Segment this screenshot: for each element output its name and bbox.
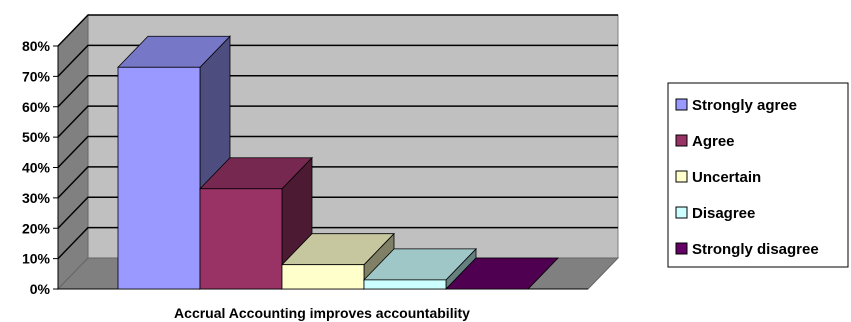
x-axis-label: Accrual Accounting improves accountabili…: [174, 305, 470, 321]
gridline: [57, 196, 618, 229]
legend-swatch: [675, 98, 688, 111]
legend-item: Uncertain: [675, 169, 761, 186]
gridline: [57, 44, 618, 77]
y-tick-label: 60%: [22, 99, 51, 115]
legend: Strongly agree Agree Uncertain Disagree Stro…: [667, 82, 849, 268]
gridline: [57, 166, 618, 199]
legend-swatch: [675, 134, 688, 147]
y-tick-label: 10%: [22, 251, 51, 267]
legend-label: Strongly disagree: [692, 241, 819, 258]
legend-item: Agree: [675, 133, 735, 150]
legend-swatch: [675, 170, 688, 183]
legend-label: Disagree: [692, 205, 755, 222]
bar-disagree: [363, 247, 477, 290]
legend-item: Strongly agree: [675, 97, 797, 114]
bar-front: [199, 188, 283, 290]
bar-top: [445, 257, 559, 290]
y-tick-label: 20%: [22, 220, 51, 236]
gridline: [57, 226, 618, 260]
legend-label: Agree: [692, 133, 735, 150]
gridline: [57, 75, 618, 108]
bar-strongly-disagree: [445, 257, 559, 290]
legend-swatch: [675, 242, 688, 255]
y-tick-label: 50%: [22, 129, 51, 145]
bar-uncertain: [281, 232, 395, 290]
bar-front: [117, 66, 201, 290]
legend-label: Uncertain: [692, 169, 761, 186]
y-tick-label: 80%: [22, 38, 51, 54]
y-tick-label: 40%: [22, 160, 51, 176]
legend-label: Strongly agree: [692, 97, 797, 114]
legend-swatch: [675, 206, 688, 219]
legend-item: Disagree: [675, 205, 755, 222]
y-tick-label: 70%: [22, 68, 51, 84]
bar-front: [363, 279, 447, 290]
gridline: [57, 105, 618, 138]
legend-item: Strongly disagree: [675, 241, 819, 258]
legend-box: [667, 82, 849, 268]
gridline: [57, 135, 618, 168]
plot-area: 0% 10% 20% 30% 40% 50% 60% 70% 80%: [22, 13, 620, 297]
y-tick-label: 0%: [30, 281, 51, 297]
gridline: [57, 14, 618, 47]
bar-front: [281, 264, 365, 290]
y-tick-label: 30%: [22, 190, 51, 206]
